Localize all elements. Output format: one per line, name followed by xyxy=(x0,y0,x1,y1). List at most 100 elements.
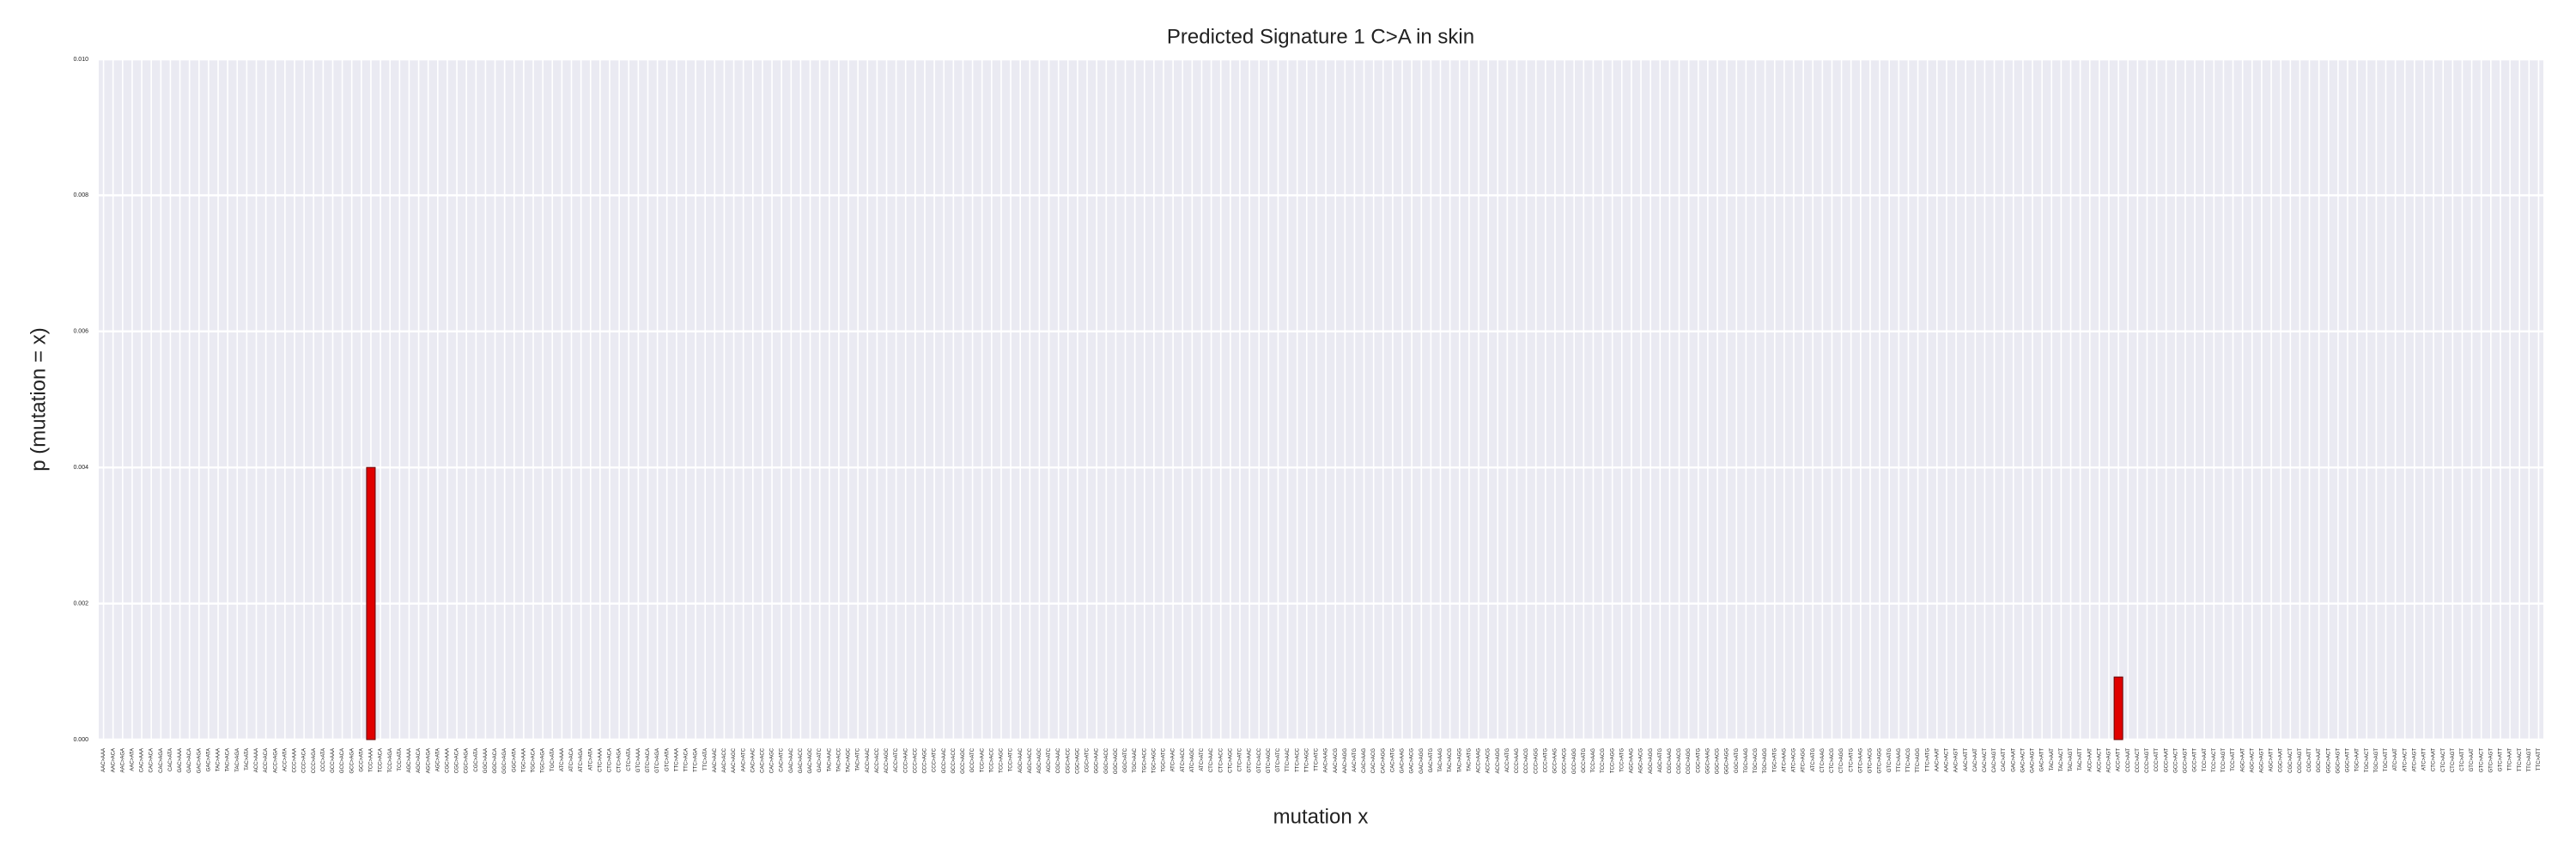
x-tick-label: AGC>ACA xyxy=(416,748,422,773)
x-tick-label: GTC>AGT xyxy=(2488,748,2494,773)
x-tick-label: GTC>AAC xyxy=(1248,747,1253,772)
x-tick-label: AGC>AGA xyxy=(426,748,431,773)
x-tick-label: GCC>ACT xyxy=(2173,748,2178,773)
x-tick-label: CCC>ATG xyxy=(1543,748,1548,773)
x-tick-label: CGC>ATT xyxy=(2307,748,2312,772)
x-tick-label: ATC>ATA xyxy=(588,748,593,771)
x-tick-label: GGC>ATT xyxy=(2346,748,2351,772)
x-tick-label: ACC>ACA xyxy=(264,748,269,773)
x-tick-label: GCC>ATG xyxy=(1582,748,1587,773)
x-tick-label: CAC>AGT xyxy=(1992,748,1997,773)
x-tick-label: GGC>AGT xyxy=(2336,748,2341,774)
x-tick-label: CGC>ATC xyxy=(1085,747,1091,772)
x-tick-label: GGC>AGG xyxy=(1725,748,1730,775)
x-tick-label: CGC>AAG xyxy=(1668,748,1673,774)
x-tick-label: CGC>AGG xyxy=(1686,748,1692,775)
x-tick-label: CTC>AAT xyxy=(2432,748,2437,771)
x-tick-label: AAC>ACA xyxy=(111,748,116,772)
x-tick-label: CAC>AAT xyxy=(1973,748,1978,772)
x-tick-label: TTC>AAC xyxy=(1285,747,1291,771)
x-tick-label: TGC>AGG xyxy=(1763,748,1768,774)
x-tick-label: GAC>AAG xyxy=(1400,748,1406,774)
x-tick-label: TAC>AAA xyxy=(216,748,222,771)
x-tick-label: CTC>ACC xyxy=(1218,747,1224,772)
x-tick-label: TCC>ATG xyxy=(1619,748,1625,772)
y-tick-label: 0.004 xyxy=(73,465,88,471)
x-tick-label: ACC>ATG xyxy=(1505,748,1510,772)
x-tick-label: AGC>ATG xyxy=(1658,748,1663,773)
x-tick-label: AGC>AAA xyxy=(407,748,412,773)
x-tick-label: CGC>AGC xyxy=(1075,747,1080,774)
x-tick-label: ATC>AGG xyxy=(1801,748,1807,773)
x-tick-label: CGC>ATG xyxy=(1696,748,1701,773)
x-tick-label: ACC>AAG xyxy=(1477,748,1482,773)
x-tick-label: ATC>AAA xyxy=(560,748,565,771)
x-tick-label: GTC>ACG xyxy=(1868,748,1874,774)
x-tick-label: GGC>AGA xyxy=(502,748,507,774)
x-tick-label: ATC>AGA xyxy=(579,748,584,772)
x-tick-label: ATC>ATC xyxy=(1200,747,1205,771)
x-tick-label: CGC>ACA xyxy=(455,748,460,773)
x-tick-label: CGC>ACT xyxy=(2288,748,2293,773)
x-tick-label: GAC>ATG xyxy=(1429,748,1434,773)
x-tick-label: TGC>ATT xyxy=(2384,748,2389,771)
x-tick-label: CTC>AGT xyxy=(2451,748,2456,773)
x-tick-label: ATC>AAG xyxy=(1782,748,1787,772)
x-tick-label: TAC>ACC xyxy=(836,747,841,771)
x-tick-label: AGC>AAG xyxy=(1630,748,1635,774)
y-tick-label: 0.002 xyxy=(73,600,88,606)
chart-title: Predicted Signature 1 C>A in skin xyxy=(1167,25,1474,48)
x-tick-label: CAC>ACC xyxy=(760,747,765,773)
x-tick-label: ATC>AGT xyxy=(2412,748,2417,772)
x-tick-label: TAC>ATG xyxy=(1467,748,1472,771)
x-tick-label: AAC>ACT xyxy=(1945,748,1950,772)
x-tick-label: TTC>ACT xyxy=(2518,748,2523,772)
x-tick-label: CGC>ACC xyxy=(1066,747,1071,773)
x-tick-label: GCC>ATA xyxy=(359,748,364,772)
x-tick-label: ACC>AAC xyxy=(866,747,871,772)
x-tick-label: TGC>AAC xyxy=(1133,747,1138,772)
x-tick-label: ACC>AAT xyxy=(2087,748,2093,772)
x-tick-label: GGC>ACG xyxy=(1716,748,1721,775)
x-tick-label: AAC>ACC xyxy=(722,747,727,772)
x-tick-label: CCC>ACG xyxy=(1524,748,1529,774)
x-tick-label: TGC>AGC xyxy=(1151,747,1157,773)
x-tick-label: TGC>AAA xyxy=(521,748,526,772)
x-tick-label: TTC>AAA xyxy=(674,748,679,771)
x-tick-label: GAC>ATC xyxy=(817,747,823,772)
x-tick-label: ATC>ACG xyxy=(1792,748,1797,772)
x-tick-label: GCC>AGA xyxy=(349,748,355,774)
x-tick-label: AGC>ATA xyxy=(435,748,440,771)
x-tick-label: TCC>AGA xyxy=(388,748,393,773)
x-axis-label: mutation x xyxy=(1273,805,1369,828)
x-tick-label: TGC>AAG xyxy=(1744,748,1749,773)
y-tick-label: 0.000 xyxy=(73,737,88,743)
x-tick-label: TAC>ATC xyxy=(856,747,861,771)
x-tick-label: GAC>AAT xyxy=(2011,748,2016,772)
x-tick-label: TCC>ATT xyxy=(2231,748,2236,771)
x-tick-label: ACC>ACT xyxy=(2097,748,2102,773)
x-tick-label: AAC>ATA xyxy=(131,748,136,771)
x-tick-label: CTC>ACA xyxy=(608,748,613,772)
x-tick-label: GGC>AGC xyxy=(1114,747,1119,774)
x-tick-label: GGC>AAA xyxy=(483,748,489,773)
x-tick-label: AAC>AAA xyxy=(101,748,106,772)
x-tick-label: CCC>AGA xyxy=(312,748,317,773)
x-tick-label: CTC>AAA xyxy=(598,748,603,772)
x-tick-label: CCC>AAC xyxy=(903,747,908,773)
x-tick-label: GGC>ACA xyxy=(493,748,498,774)
x-tick-label: TGC>ATG xyxy=(1772,748,1777,772)
x-tick-label: TCC>ATA xyxy=(398,748,403,771)
x-tick-label: ATC>ACT xyxy=(2403,748,2408,771)
x-tick-label: CGC>AAA xyxy=(445,748,450,773)
x-tick-label: GGC>ATC xyxy=(1123,747,1128,772)
x-tick-label: TTC>AGG xyxy=(1916,748,1921,773)
x-tick-label: GTC>ACA xyxy=(646,748,651,773)
x-tick-label: GGC>ATA xyxy=(512,748,517,772)
x-tick-label: AAC>AGA xyxy=(120,748,125,773)
x-tick-label: TCC>AAA xyxy=(369,748,374,772)
x-tick-label: GCC>ACC xyxy=(951,747,957,773)
x-tick-label: ACC>ATC xyxy=(894,747,899,771)
x-tick-label: GGC>ATG xyxy=(1735,748,1740,773)
